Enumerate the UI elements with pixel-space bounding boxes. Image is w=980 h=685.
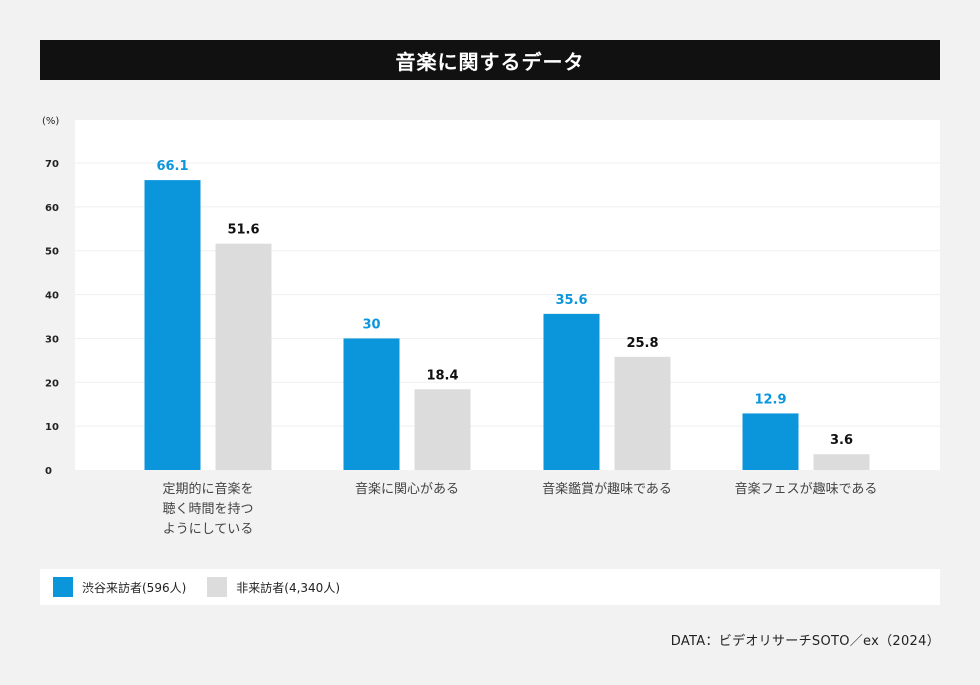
bar-visitor xyxy=(144,180,201,470)
data-label: 25.8 xyxy=(626,336,658,351)
x-category-label: 音楽に関心がある xyxy=(355,481,459,497)
bar-visitor xyxy=(543,313,600,470)
y-tick-label: 60 xyxy=(45,203,59,214)
legend: 渋谷来訪者(596人) 非来訪者(4,340人) xyxy=(40,569,940,605)
bar-non-visitor xyxy=(215,243,272,470)
y-tick-label: 40 xyxy=(45,291,59,302)
y-tick-label: 10 xyxy=(45,422,59,433)
bar-non-visitor xyxy=(813,454,870,470)
y-tick-label: 20 xyxy=(45,378,59,389)
y-tick-label: 30 xyxy=(45,334,59,345)
x-category-label: 音楽フェスが趣味である xyxy=(735,481,878,497)
data-source: DATA：ビデオリサーチSOTO／ex（2024） xyxy=(670,634,940,649)
data-label: 35.6 xyxy=(555,293,587,308)
data-label: 18.4 xyxy=(426,368,458,383)
x-category-label: ようにしている xyxy=(163,522,254,537)
y-tick-label: 0 xyxy=(45,466,52,477)
y-axis-unit: (%) xyxy=(42,116,59,127)
data-label: 12.9 xyxy=(754,392,786,407)
x-category-label: 聴く時間を持つ xyxy=(162,502,253,517)
bar-visitor xyxy=(343,338,400,470)
bar-non-visitor xyxy=(414,389,471,470)
data-label: 66.1 xyxy=(156,159,188,174)
legend-swatch-non-visitor xyxy=(207,577,228,597)
bar-chart: 0 10 20 30 40 50 60 70 (%) 66.1 30 35.6 12.9 51.6 18.4… xyxy=(42,116,940,537)
legend-item-non-visitor: 非来訪者(4,340人) xyxy=(207,577,340,597)
bar-visitor xyxy=(742,413,799,470)
data-label: 30 xyxy=(362,317,380,332)
legend-label-non-visitor: 非来訪者(4,340人) xyxy=(236,580,340,595)
data-label: 51.6 xyxy=(227,223,259,238)
legend-item-visitor: 渋谷来訪者(596人) xyxy=(53,577,186,597)
x-category-label: 音楽鑑賞が趣味である xyxy=(542,481,672,497)
data-label: 3.6 xyxy=(830,433,853,448)
bar-non-visitor xyxy=(614,356,671,470)
chart-title: 音楽に関するデータ xyxy=(40,40,940,80)
legend-label-visitor: 渋谷来訪者(596人) xyxy=(82,580,187,595)
y-tick-label: 50 xyxy=(45,247,59,258)
y-tick-label: 70 xyxy=(45,159,59,170)
legend-swatch-visitor xyxy=(53,577,73,597)
x-category-label: 定期的に音楽を xyxy=(162,481,253,497)
